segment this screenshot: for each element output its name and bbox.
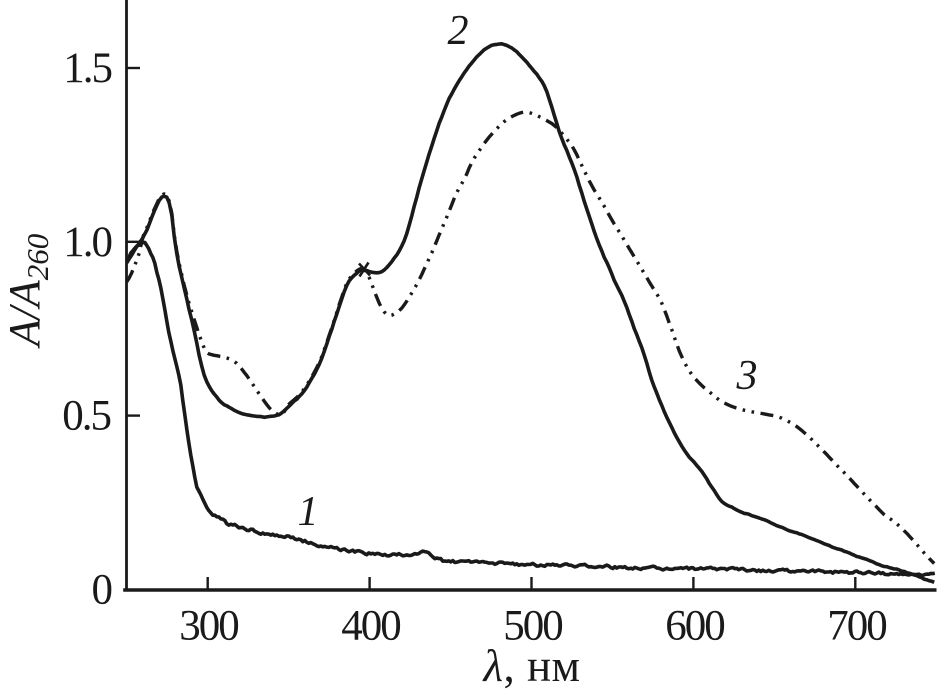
svg-text:600: 600 xyxy=(665,603,724,650)
svg-text:300: 300 xyxy=(179,603,238,650)
svg-text:3: 3 xyxy=(736,353,758,399)
svg-text:0: 0 xyxy=(92,567,112,614)
svg-text:1.0: 1.0 xyxy=(63,219,111,266)
svg-text:0.5: 0.5 xyxy=(62,393,110,440)
svg-text:400: 400 xyxy=(341,603,400,650)
svg-text:500: 500 xyxy=(503,603,562,650)
svg-text:1: 1 xyxy=(298,489,319,535)
svg-text:1.5: 1.5 xyxy=(63,45,111,92)
svg-text:700: 700 xyxy=(827,603,886,650)
svg-text:λ, нм: λ, нм xyxy=(481,641,580,691)
svg-text:2: 2 xyxy=(448,8,469,54)
